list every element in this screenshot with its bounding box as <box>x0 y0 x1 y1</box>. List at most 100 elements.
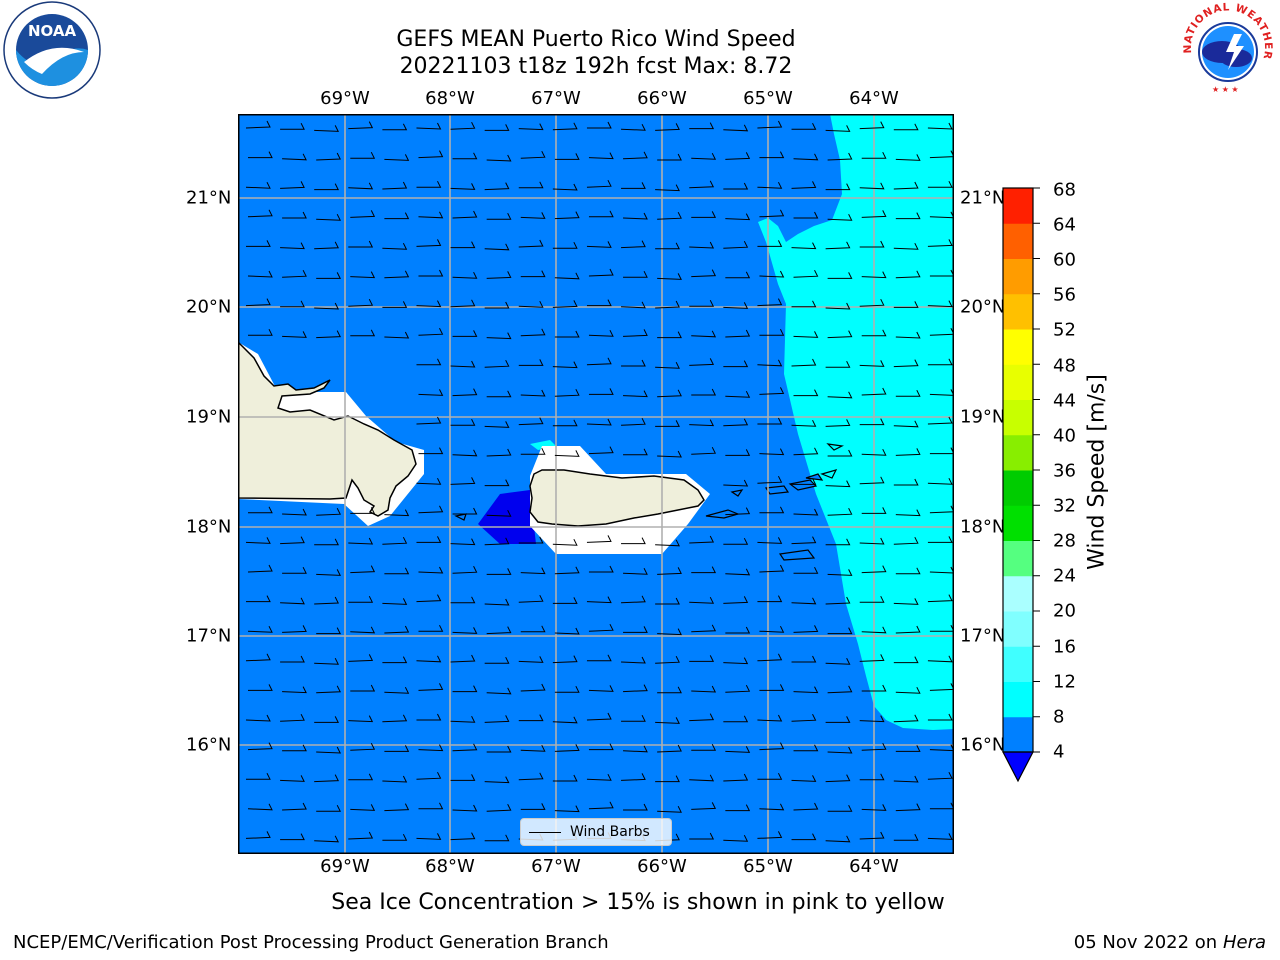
wind-barb <box>586 299 612 307</box>
wind-barb <box>621 240 646 249</box>
wind-barb <box>725 626 751 634</box>
wind-barb <box>861 507 887 514</box>
wind-barb <box>314 774 339 783</box>
wind-barb <box>657 686 682 694</box>
wind-barb <box>247 270 273 278</box>
island-outline <box>454 513 467 521</box>
wind-barb <box>384 509 410 517</box>
wind-barb <box>382 598 408 605</box>
wind-barb <box>486 154 512 162</box>
wind-barb <box>791 655 817 663</box>
wind-barb <box>657 211 682 220</box>
colorbar-tick-label: 60 <box>1053 249 1076 271</box>
wind-barb <box>759 151 785 159</box>
wind-barb <box>621 656 646 664</box>
wind-barb <box>927 771 953 780</box>
wind-barb <box>247 625 273 633</box>
wind-barb <box>350 565 376 574</box>
wind-barb <box>450 183 476 190</box>
wind-barb <box>725 507 751 516</box>
wind-barb <box>282 744 307 752</box>
wind-barb <box>791 300 817 308</box>
colorbar-band <box>1003 716 1033 753</box>
wind-barb <box>793 269 819 278</box>
wind-barb <box>793 331 819 338</box>
wind-barb <box>655 361 680 369</box>
wind-barb <box>827 569 853 576</box>
lon-label-top: 69°W <box>320 88 370 109</box>
wind-barb <box>452 271 478 279</box>
colorbar-band <box>1003 188 1033 224</box>
wind-barb <box>452 152 478 160</box>
wind-barb <box>723 834 749 842</box>
wind-barb <box>861 329 887 337</box>
wind-barb <box>861 742 887 751</box>
wind-barb <box>348 121 374 130</box>
wind-barb <box>350 684 376 692</box>
wind-barb <box>520 328 546 337</box>
wind-barb <box>757 298 783 307</box>
wind-barb <box>452 388 478 397</box>
lat-label-left: 16°N <box>186 734 232 756</box>
wind-barb <box>520 389 546 397</box>
wind-barb <box>723 418 749 427</box>
wind-barb <box>554 744 580 752</box>
wind-barb <box>384 212 410 220</box>
wind-barb <box>418 211 444 219</box>
lon-label-bottom: 68°W <box>425 856 475 877</box>
wind-barb <box>689 419 715 427</box>
wind-barb <box>245 120 271 129</box>
wind-barb <box>791 597 817 605</box>
wind-barb <box>247 209 273 218</box>
wind-barb <box>282 508 307 516</box>
wind-barb <box>793 389 819 397</box>
colorbar-tick-label: 16 <box>1053 636 1076 658</box>
wind-barb <box>859 595 885 603</box>
wind-barb <box>861 271 887 279</box>
wind-barb <box>520 744 546 752</box>
colorbar-tick-label: 36 <box>1053 460 1076 482</box>
wind-barb <box>314 302 340 310</box>
wind-barb <box>416 239 442 247</box>
wind-speed-colorbar <box>1002 187 1040 783</box>
wind-barb <box>416 833 442 840</box>
map-subtitle: 20221103 t18z 192h fcst Max: 8.72 <box>399 54 793 79</box>
wind-barb <box>316 152 341 161</box>
wind-barb <box>623 390 648 398</box>
wind-barb <box>316 746 342 754</box>
lon-label-bottom: 66°W <box>637 856 687 877</box>
wind-barb <box>348 715 374 723</box>
wind-barb <box>757 181 783 189</box>
wind-barb <box>895 567 921 575</box>
wind-barb <box>484 359 510 368</box>
wind-barb <box>927 833 953 840</box>
wind-barb <box>657 744 682 753</box>
lat-label-right: 17°N <box>960 625 1006 647</box>
wind-barb <box>586 596 612 604</box>
colorbar-tick-label: 52 <box>1053 319 1076 341</box>
wind-barb <box>484 715 510 723</box>
wind-barb <box>552 419 578 427</box>
colorbar-tick-label: 56 <box>1053 284 1076 306</box>
wind-barb <box>316 507 341 516</box>
wind-barb <box>827 213 853 221</box>
wind-barb <box>725 449 751 456</box>
wind-barb <box>927 416 953 425</box>
wind-barb <box>759 448 785 456</box>
wind-barb <box>452 210 478 219</box>
wind-barb <box>348 773 374 781</box>
wind-barb <box>655 775 680 783</box>
wind-barb <box>586 535 612 543</box>
wind-barb <box>791 358 817 367</box>
wind-barb <box>316 627 341 635</box>
colorbar-band <box>1003 434 1033 471</box>
wind-barb <box>450 654 476 663</box>
wind-barb <box>621 123 646 131</box>
wind-barb <box>384 745 410 752</box>
wind-barb <box>384 567 410 575</box>
colorbar-band <box>1003 505 1033 541</box>
wind-barb <box>825 125 851 132</box>
wind-barb <box>552 183 578 191</box>
wind-barb <box>348 654 374 662</box>
wind-barb <box>827 152 853 161</box>
